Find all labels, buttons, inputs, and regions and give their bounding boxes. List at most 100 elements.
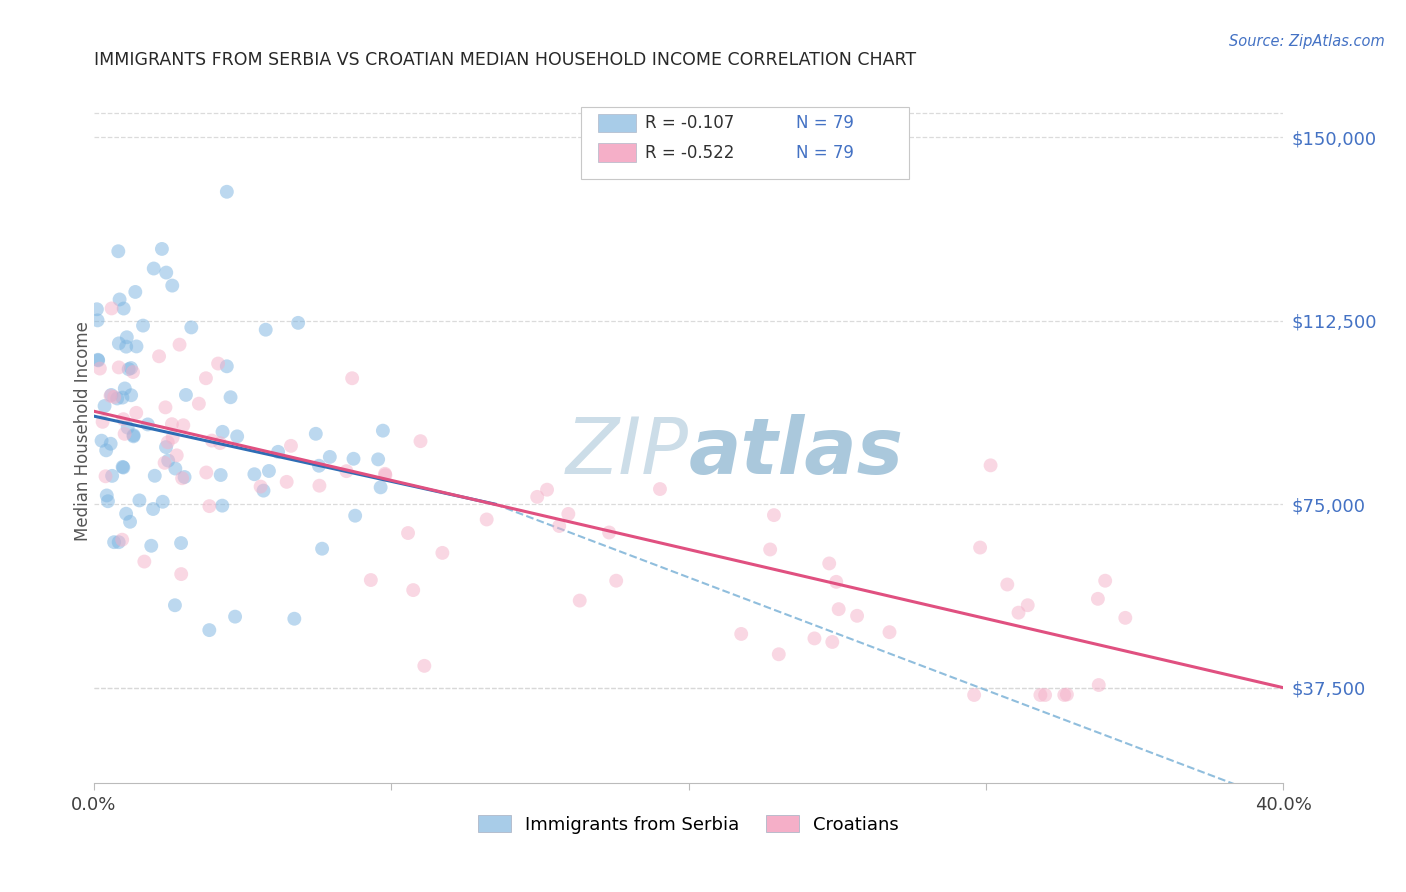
Point — [87, 353, 110, 368]
Point — [267, 445, 290, 459]
Point — [141, 539, 163, 553]
Point — [125, 339, 148, 353]
Point — [342, 451, 364, 466]
Point — [103, 390, 125, 404]
Point — [194, 371, 217, 385]
Point — [211, 499, 233, 513]
Point — [402, 583, 425, 598]
Point — [825, 574, 848, 589]
Point — [821, 635, 844, 649]
Point — [257, 464, 280, 478]
Point — [125, 406, 148, 420]
Point — [157, 453, 180, 467]
Point — [367, 452, 389, 467]
Point — [169, 337, 191, 351]
Point — [170, 536, 193, 550]
Point — [548, 519, 571, 533]
Point — [112, 460, 135, 475]
Point — [759, 542, 782, 557]
Point — [226, 429, 249, 443]
Point — [818, 557, 841, 571]
Point — [90, 434, 112, 448]
Point — [969, 541, 991, 555]
Point — [409, 434, 432, 449]
Point — [174, 388, 197, 402]
Point — [1033, 688, 1056, 702]
Point — [107, 535, 129, 549]
Point — [87, 352, 110, 367]
Point — [114, 382, 136, 396]
Text: ZIP: ZIP — [565, 414, 689, 490]
Point — [207, 357, 229, 371]
Point — [1056, 688, 1078, 702]
Point — [172, 471, 194, 485]
Point — [432, 546, 454, 560]
Point — [118, 515, 141, 529]
Point — [827, 602, 849, 616]
Point — [195, 466, 218, 480]
Point — [153, 456, 176, 470]
Point — [108, 293, 131, 307]
Point — [156, 435, 179, 450]
Point — [120, 361, 142, 376]
Point — [536, 483, 558, 497]
Point — [215, 185, 238, 199]
Text: R = -0.107: R = -0.107 — [644, 114, 734, 132]
Point — [605, 574, 627, 588]
Point — [254, 323, 277, 337]
Point — [215, 359, 238, 374]
Text: atlas: atlas — [689, 414, 904, 490]
Point — [1053, 688, 1076, 702]
Point — [208, 436, 231, 450]
Point — [396, 526, 419, 541]
Point — [94, 469, 117, 483]
Point — [103, 535, 125, 549]
Point — [1087, 678, 1109, 692]
Point — [160, 417, 183, 432]
Point — [879, 625, 901, 640]
Point — [374, 467, 396, 481]
Point — [155, 401, 177, 415]
Point — [762, 508, 785, 522]
Point — [111, 533, 134, 547]
Point — [100, 301, 122, 316]
Point — [283, 612, 305, 626]
Point — [163, 599, 186, 613]
Point — [108, 336, 131, 351]
Point — [86, 313, 108, 327]
Point — [280, 439, 302, 453]
Point — [143, 468, 166, 483]
Point — [287, 316, 309, 330]
Legend: Immigrants from Serbia, Croatians: Immigrants from Serbia, Croatians — [478, 815, 898, 834]
Point — [370, 480, 392, 494]
Point — [846, 608, 869, 623]
Point — [1087, 591, 1109, 606]
Point — [96, 443, 118, 458]
Point — [308, 478, 330, 492]
Point — [96, 488, 118, 502]
Text: IMMIGRANTS FROM SERBIA VS CROATIAN MEDIAN HOUSEHOLD INCOME CORRELATION CHART: IMMIGRANTS FROM SERBIA VS CROATIAN MEDIA… — [94, 51, 917, 69]
Point — [768, 647, 790, 661]
Point — [276, 475, 298, 489]
Point — [198, 499, 221, 513]
Point — [187, 397, 209, 411]
Point — [124, 285, 146, 299]
Point — [114, 426, 136, 441]
Point — [152, 495, 174, 509]
Point — [568, 593, 591, 607]
Point — [101, 468, 124, 483]
Point — [319, 450, 342, 464]
Point — [371, 424, 394, 438]
Point — [142, 502, 165, 516]
Point — [136, 417, 159, 432]
Point — [1114, 611, 1136, 625]
Point — [166, 448, 188, 462]
Point — [150, 242, 173, 256]
Point — [243, 467, 266, 482]
Point — [311, 541, 333, 556]
Point — [1029, 688, 1052, 702]
Point — [100, 389, 122, 403]
FancyBboxPatch shape — [598, 144, 636, 161]
Text: R = -0.522: R = -0.522 — [644, 144, 734, 161]
Point — [100, 388, 122, 402]
